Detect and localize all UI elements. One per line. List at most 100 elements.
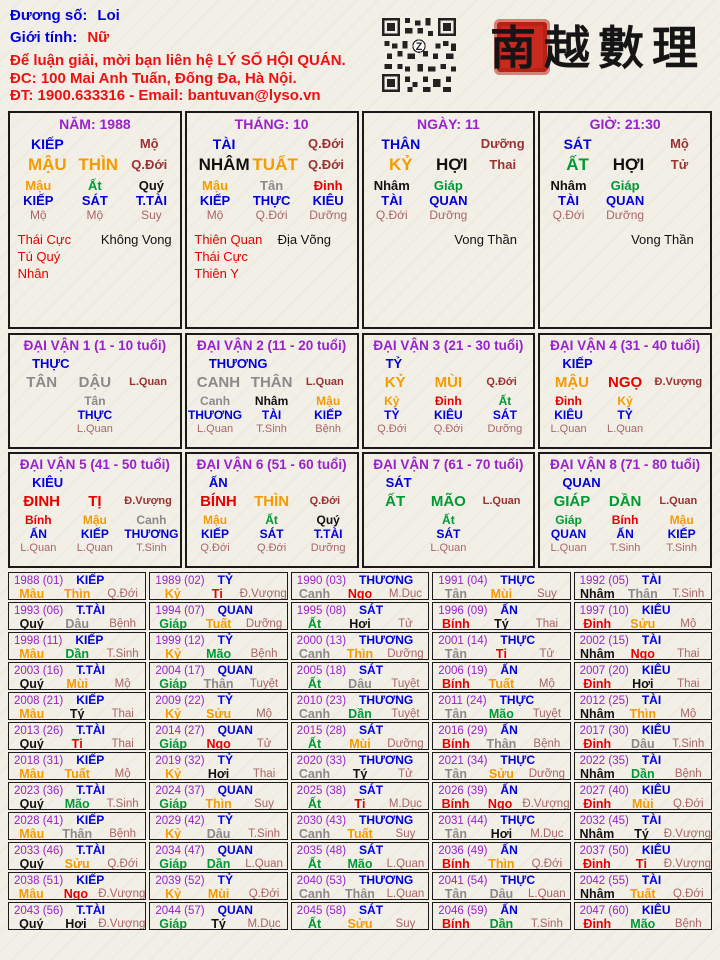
hidden-stem-group: Nhâm TÀI Q.Đới	[364, 178, 421, 223]
year-cell: 2004 (17) QUAN Giáp Thân Tuyệt	[149, 662, 288, 690]
auspicious-star-note: Tú Quý Nhân	[17, 248, 61, 281]
dai-van-stem: GIÁP	[553, 493, 591, 510]
dai-van-branch: DẬU	[78, 374, 112, 391]
dai-van-title: ĐẠI VẬN 5 (41 - 50 tuổi)	[19, 457, 170, 472]
dai-van-branch: THÌN	[254, 493, 290, 510]
dai-van-stage: L.Quan	[129, 376, 168, 388]
dai-van-table: ĐẠI VẬN 1 (1 - 10 tuổi) THỰC TÂN DẬU L.Q…	[8, 333, 712, 568]
year-stem: Giáp	[159, 796, 188, 810]
year-stem: Bính	[442, 736, 470, 750]
year-branch: Thìn	[629, 706, 656, 720]
subject-name-line: Đương số: Loi	[10, 5, 712, 27]
year-god: KIÊU	[641, 663, 671, 677]
year-branch: Thìn	[488, 856, 515, 870]
hidden-god: KIẾP	[80, 527, 109, 541]
year-stage: T.Sinh	[672, 587, 705, 600]
year-label: 2031 (44)	[438, 815, 488, 827]
dai-van-god: SÁT	[385, 475, 412, 490]
year-cell: 2016 (29) ẤN Bính Thân Bệnh	[432, 722, 571, 750]
contact-line-2: ĐC: 100 Mai Anh Tuấn, Đống Đa, Hà Nội.	[10, 69, 297, 87]
contact-line-3: ĐT: 1900.633316 - Email: bantuvan@lyso.v…	[10, 87, 321, 104]
year-stem: Đinh	[583, 856, 611, 870]
year-god: THƯƠNG	[359, 753, 414, 767]
year-branch: Tuất	[347, 826, 373, 840]
dai-van-stage: Đ.Vượng	[654, 376, 703, 388]
hidden-stem-group: Giáp QUAN L.Quan	[540, 513, 597, 555]
year-cell: 2037 (50) KIÊU Đinh Tị Đ.Vượng	[573, 842, 712, 870]
year-branch: Dậu	[489, 886, 514, 900]
year-god: TỶ	[217, 813, 233, 827]
year-label: 1998 (11)	[14, 635, 63, 647]
hidden-stem: Canh	[136, 513, 167, 527]
auspicious-star-note: Thái Cực	[17, 231, 72, 247]
year-branch: Mùi	[632, 796, 654, 810]
hidden-stage: Dưỡng	[606, 208, 645, 222]
year-cell: 2033 (46) T.TÀI Quý Sửu Q.Đới	[8, 842, 147, 870]
year-label: 2011 (24)	[438, 695, 487, 707]
hidden-stem: Nhâm	[550, 178, 587, 193]
year-god: THỰC	[500, 573, 536, 587]
year-branch: Hợi	[349, 616, 371, 630]
year-god: QUAN	[217, 603, 253, 617]
year-god: KIẾP	[75, 633, 104, 647]
dai-van-branch: NGỌ	[608, 374, 643, 391]
year-branch: Tý	[69, 706, 85, 720]
year-cell: 1988 (01) KIẾP Mậu Thìn Q.Đới	[8, 572, 147, 600]
year-stem: Tân	[444, 706, 468, 720]
year-god: TỶ	[217, 693, 233, 707]
hidden-god: SÁT	[81, 192, 108, 208]
hidden-stem: Canh	[200, 394, 231, 408]
year-label: 1995 (08)	[296, 605, 347, 617]
year-stage: M.Dục	[388, 587, 423, 600]
hidden-stage: Q.Đới	[377, 423, 407, 435]
year-label: 2029 (42)	[155, 815, 205, 827]
hidden-god: THƯƠNG	[124, 527, 179, 541]
pillar-title: NGÀY: 11	[416, 116, 480, 132]
year-cell: 2014 (27) QUAN Giáp Ngọ Tử	[149, 722, 288, 750]
year-stage: Q.Đới	[107, 587, 138, 600]
year-cell: 1991 (04) THỰC Tân Mùi Suy	[432, 572, 571, 600]
hidden-stem-group: Ất SÁT L.Quan	[430, 513, 466, 555]
hidden-stem-group: Tân THỰC L.Quan	[77, 394, 113, 436]
hidden-stage: Bệnh	[315, 423, 341, 435]
year-stem: Nhâm	[579, 766, 615, 780]
year-branch: Thân	[486, 736, 517, 750]
hidden-stage: Q.Đới	[552, 208, 585, 222]
dai-van-cell: ĐẠI VẬN 4 (31 - 40 tuổi) KIẾP MẬU NGỌ Đ.…	[538, 333, 712, 449]
year-stage: Tuyệt	[391, 677, 420, 690]
year-god: THỰC	[499, 693, 535, 707]
year-god: T.TÀI	[76, 603, 105, 617]
year-stem: Mậu	[19, 646, 45, 660]
hidden-stem: Tân	[260, 178, 284, 193]
dai-van-god: TỶ	[385, 356, 403, 371]
year-cell: 2031 (44) THỰC Tân Hợi M.Dục	[432, 812, 571, 840]
year-branch: Sửu	[630, 616, 656, 630]
year-label: 2022 (35)	[579, 755, 629, 767]
pillar-top-stage: Q.Đới	[307, 136, 344, 151]
year-god: T.TÀI	[76, 903, 105, 917]
year-cell: 2040 (53) THƯƠNG Canh Thân L.Quan	[290, 872, 430, 900]
hidden-stem-group: Canh THƯƠNG L.Quan	[187, 394, 244, 436]
year-cell: 2000 (13) THƯƠNG Canh Thìn Dưỡng	[290, 632, 430, 660]
year-stage: Mộ	[114, 767, 131, 780]
year-label: 2038 (51)	[14, 875, 64, 887]
four-pillars-table: NĂM: 1988 KIẾP Mộ MẬU THÌN Q.Đới Mậu KIẾ…	[8, 111, 712, 329]
hidden-god: KIẾP	[667, 527, 696, 541]
year-cell: 2046 (59) ẤN Bính Dần T.Sinh	[432, 902, 571, 930]
hidden-stem-group: Mậu KIẾP Q.Đới	[187, 513, 244, 555]
auspicious-star-note: Thiên Quan	[194, 231, 263, 247]
hidden-stem: Mậu	[25, 178, 52, 193]
year-branch: Tị	[354, 796, 366, 810]
year-god: ẤN	[500, 843, 518, 857]
hidden-stem: Kỷ	[617, 394, 633, 408]
hidden-stem: Ất	[265, 513, 278, 527]
pillar-god: TÀI	[212, 136, 236, 152]
year-cell: 1998 (11) KIẾP Mậu Dần T.Sinh	[8, 632, 147, 660]
year-stem: Canh	[298, 766, 331, 780]
year-stage: L.Quan	[386, 857, 425, 870]
hidden-god: KIẾP	[314, 408, 343, 422]
year-stage: Thai	[535, 617, 559, 630]
year-label: 2002 (15)	[579, 635, 629, 647]
year-branch: Dần	[489, 916, 514, 930]
year-god: KIẾP	[76, 813, 105, 827]
